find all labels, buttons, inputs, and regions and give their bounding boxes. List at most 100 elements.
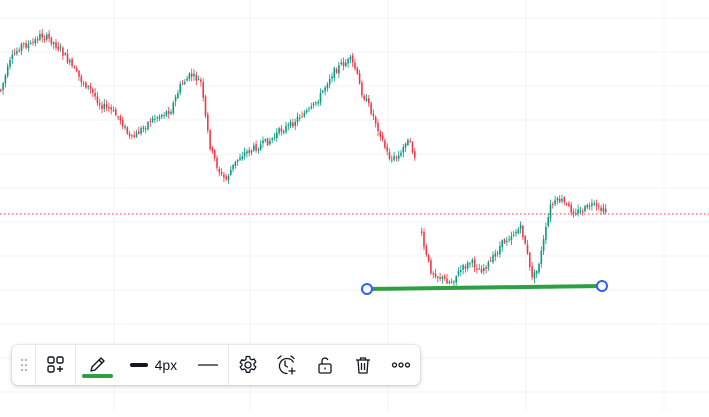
- candle-down: [377, 122, 379, 132]
- remove-button[interactable]: [344, 345, 382, 385]
- candle-down: [361, 82, 363, 96]
- candle-up: [147, 122, 149, 130]
- toolbar-divider: [35, 345, 37, 385]
- candle-down: [581, 211, 584, 213]
- candle-up: [554, 200, 556, 205]
- candle-down: [342, 61, 345, 67]
- candle-up: [457, 271, 460, 276]
- line-width-button[interactable]: 4px: [119, 345, 187, 385]
- candle-up: [172, 102, 175, 114]
- toolbar-divider: [228, 345, 230, 385]
- candle-up: [322, 90, 324, 93]
- candle-down: [128, 133, 131, 136]
- candle-up: [535, 271, 538, 274]
- candle-up: [257, 149, 260, 151]
- candle-down: [57, 46, 60, 50]
- candle-down: [485, 267, 487, 270]
- candle-up: [499, 246, 501, 255]
- grip-icon[interactable]: [12, 345, 35, 385]
- candle-up: [508, 239, 510, 241]
- candle-down: [552, 204, 554, 206]
- candle-down: [531, 266, 533, 278]
- candle-down: [427, 255, 430, 261]
- line-style-button[interactable]: [187, 345, 228, 385]
- candle-up: [347, 58, 349, 64]
- candle-down: [280, 128, 283, 132]
- candle-up: [142, 127, 145, 129]
- candle-up: [156, 117, 158, 119]
- candle-down: [105, 104, 108, 108]
- candle-down: [266, 138, 269, 146]
- candle-up: [533, 272, 536, 279]
- candle-down: [190, 73, 193, 77]
- candle-down: [78, 70, 80, 77]
- candle-down: [464, 266, 467, 269]
- candle-up: [404, 143, 407, 148]
- candle-up: [269, 140, 271, 145]
- candle-up: [487, 261, 490, 268]
- candle-up: [510, 236, 513, 241]
- candle-up: [87, 86, 89, 88]
- trend-line-drawing[interactable]: [365, 284, 604, 291]
- candle-up: [154, 118, 156, 120]
- candle-down: [409, 140, 411, 142]
- candle-up: [236, 159, 239, 162]
- candle-down: [225, 176, 227, 180]
- candle-down: [432, 273, 434, 275]
- add-alert-button[interactable]: [267, 345, 305, 385]
- candle-up: [246, 151, 248, 154]
- candle-up: [29, 43, 32, 45]
- candle-up: [278, 128, 280, 134]
- line-width-label: 4px: [154, 357, 178, 373]
- candle-down: [50, 37, 53, 44]
- candle-down: [73, 66, 76, 68]
- candle-up: [276, 132, 278, 139]
- candle-up: [234, 161, 237, 166]
- templates-button[interactable]: [36, 345, 74, 385]
- candle-up: [483, 268, 485, 271]
- candle-down: [595, 203, 598, 206]
- lock-button[interactable]: [306, 345, 344, 385]
- settings-button[interactable]: [229, 345, 267, 385]
- candle-down: [524, 236, 526, 244]
- candle-down: [439, 277, 441, 279]
- candle-up: [282, 131, 285, 133]
- candle-down: [75, 68, 78, 71]
- alert-icon: [277, 355, 297, 375]
- more-button[interactable]: [382, 345, 420, 385]
- candle-down: [381, 135, 384, 140]
- trend-line-start-handle[interactable]: [361, 283, 373, 295]
- candle-down: [119, 116, 122, 121]
- candle-down: [18, 50, 20, 52]
- candle-up: [540, 250, 543, 265]
- line-color-button[interactable]: [76, 345, 119, 385]
- candle-down: [558, 198, 561, 203]
- candle-up: [462, 265, 464, 270]
- candle-down: [202, 82, 204, 98]
- candle-down: [335, 69, 338, 73]
- candle-up: [324, 87, 326, 92]
- candle-up: [460, 269, 462, 272]
- candle-up: [262, 140, 264, 144]
- candle-up: [177, 93, 179, 98]
- candle-up: [338, 65, 340, 74]
- candle-down: [209, 130, 211, 149]
- line-style-icon: [197, 364, 218, 366]
- candle-up: [193, 73, 195, 76]
- candle-up: [492, 255, 494, 263]
- candle-down: [41, 33, 43, 38]
- candle-down: [529, 252, 531, 267]
- templates-icon: [46, 356, 64, 373]
- candle-down: [414, 151, 416, 158]
- candle-up: [305, 110, 308, 113]
- candle-up: [448, 281, 451, 284]
- candle-down: [110, 107, 112, 110]
- trend-line-end-handle[interactable]: [596, 280, 608, 292]
- candle-up: [340, 62, 342, 65]
- candle-down: [211, 147, 214, 152]
- candle-up: [556, 198, 559, 201]
- candle-up: [515, 231, 517, 234]
- candle-down: [522, 225, 524, 238]
